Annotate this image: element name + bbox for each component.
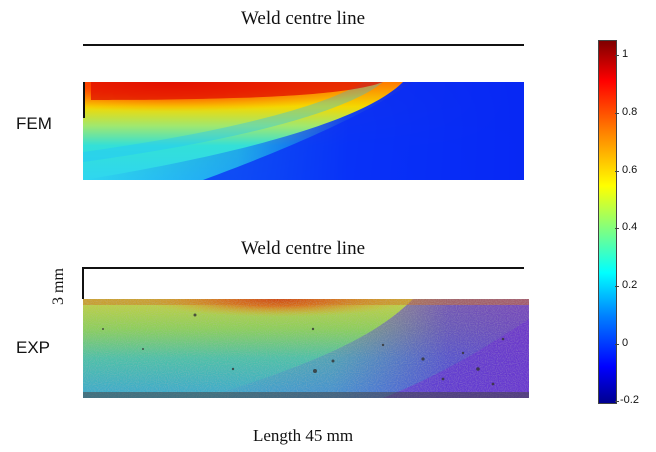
colorbar-tick-label: 0.8 <box>622 106 638 118</box>
colorbar-tick <box>615 228 619 229</box>
colorbar <box>598 40 617 404</box>
scale-bar <box>82 267 84 299</box>
colorbar-tick-label: -0.2 <box>620 394 639 406</box>
exp-title: Weld centre line <box>240 238 366 259</box>
colorbar-tick-label: 0 <box>622 337 629 349</box>
colorbar-tick <box>615 344 619 345</box>
colorbar-tick-label: 0.6 <box>622 164 638 176</box>
length-caption: Length 45 mm <box>252 426 354 445</box>
exp-contour-map <box>83 299 529 398</box>
colorbar-tick <box>615 286 619 287</box>
scale-label: 3 mm <box>50 268 67 305</box>
colorbar-tick <box>615 55 619 56</box>
colorbar-tick <box>615 171 619 172</box>
colorbar-tick-label: 0.2 <box>622 279 638 291</box>
fem-title: Weld centre line <box>240 8 366 29</box>
fem-contour-map <box>83 82 524 180</box>
exp-centre-line <box>83 267 524 269</box>
fem-centre-line <box>83 44 524 46</box>
colorbar-tick-label: 1 <box>622 48 629 60</box>
colorbar-tick <box>615 401 619 402</box>
exp-label: EXP <box>16 338 51 357</box>
colorbar-tick <box>615 113 619 114</box>
fem-label: FEM <box>16 114 52 133</box>
colorbar-tick-label: 0.4 <box>622 221 638 233</box>
